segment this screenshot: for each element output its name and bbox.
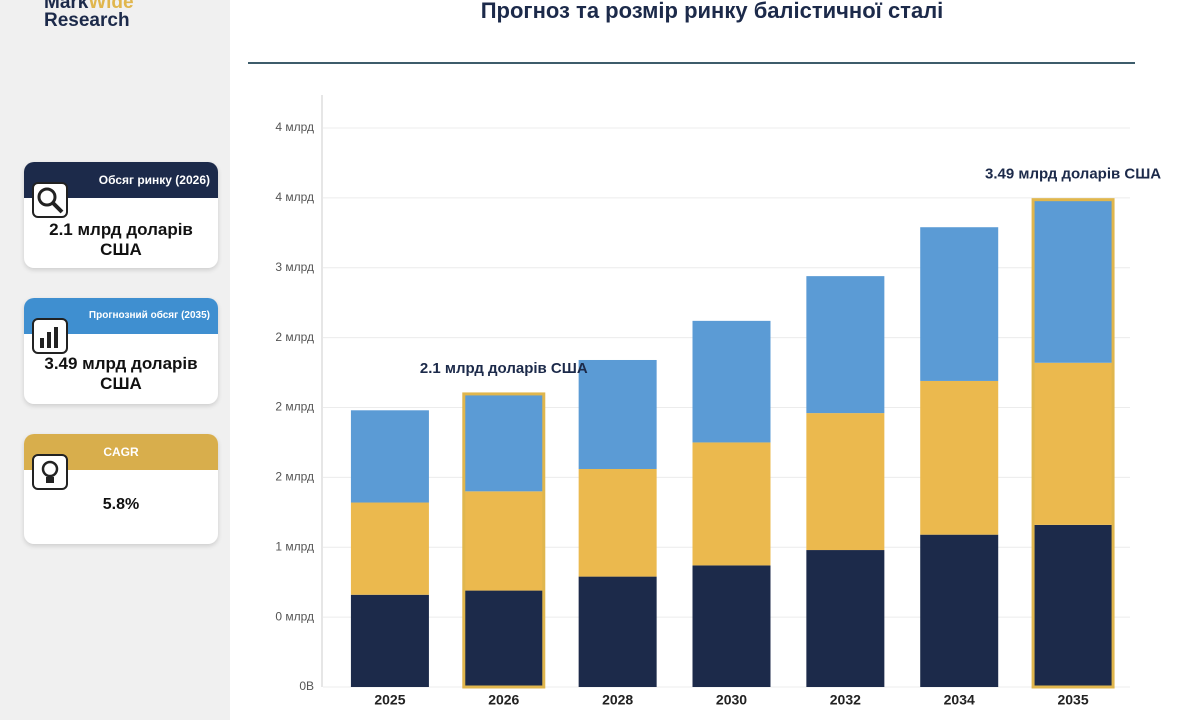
bar-segment	[350, 502, 429, 595]
bar-segment	[578, 576, 657, 687]
annotation: 2.1 млрд доларів США	[420, 360, 588, 377]
bar-segment	[920, 380, 999, 535]
x-tick-label: 2030	[716, 692, 747, 708]
bar-segment	[464, 590, 543, 687]
bar-segment	[692, 442, 771, 566]
bar-segment	[692, 565, 771, 687]
logo-text: Mark	[44, 0, 89, 13]
bar-segment	[920, 534, 999, 687]
x-tick-label: 2032	[830, 692, 861, 708]
card-value: 5.8%	[102, 496, 140, 513]
icon	[32, 182, 68, 218]
y-tick-label: 2 млрд	[275, 400, 314, 414]
chart: Прогноз та розмір ринку балістичної стал…	[248, 0, 1161, 708]
chart-title: Прогноз та розмір ринку балістичної стал…	[481, 0, 944, 23]
y-tick-label: 0 млрд	[275, 609, 314, 623]
logo-text: Wide	[88, 0, 134, 13]
x-tick-label: 2034	[944, 692, 975, 708]
y-tick-label: 2 млрд	[275, 470, 314, 484]
icon	[32, 454, 68, 490]
bar-segment	[464, 491, 543, 591]
logo: MarkWide Research	[44, 0, 134, 30]
bar-segment	[806, 550, 885, 687]
bar-segment	[578, 468, 657, 577]
bar-highlight	[1031, 198, 1115, 689]
bar-segment	[578, 359, 657, 469]
card-value: 2.1 млрд доларів США	[49, 220, 193, 259]
card: Обсяг ринку (2026) 2.1 млрд доларів США	[24, 162, 218, 268]
bar-segment	[1034, 200, 1113, 363]
x-tick-label: 2035	[1057, 692, 1088, 708]
logo-text: Research	[44, 10, 130, 31]
y-tick-label: 0В	[299, 679, 314, 693]
card: CAGR 5.8%	[24, 434, 218, 544]
bar-segment	[1034, 362, 1113, 525]
x-tick-label: 2025	[374, 692, 405, 708]
bar-highlight	[462, 392, 546, 689]
card: Прогнозний обсяг (2035) 3.49 млрд доларів…	[24, 298, 218, 404]
x-tick-label: 2026	[488, 692, 519, 708]
bar-segment	[464, 394, 543, 492]
bar-segment	[806, 413, 885, 551]
bar-segment	[1034, 524, 1113, 687]
icon	[32, 318, 68, 354]
y-tick-label: 1 млрд	[275, 539, 314, 553]
y-tick-label: 4 млрд	[275, 120, 314, 134]
y-tick-label: 2 млрд	[275, 330, 314, 344]
bar-segment	[692, 320, 771, 443]
bar-segment	[350, 410, 429, 503]
bar-segment	[350, 594, 429, 687]
bar-segment	[806, 276, 885, 414]
x-tick-label: 2028	[602, 692, 633, 708]
y-tick-label: 4 млрд	[275, 190, 314, 204]
y-tick-label: 3 млрд	[275, 260, 314, 274]
annotation: 3.49 млрд доларів США	[985, 166, 1161, 183]
card-value: 3.49 млрд доларів США	[44, 354, 198, 393]
sidebar: MarkWide Research Обсяг ринку (2026) 2.1 м…	[0, 0, 230, 720]
bar-segment	[920, 227, 999, 381]
